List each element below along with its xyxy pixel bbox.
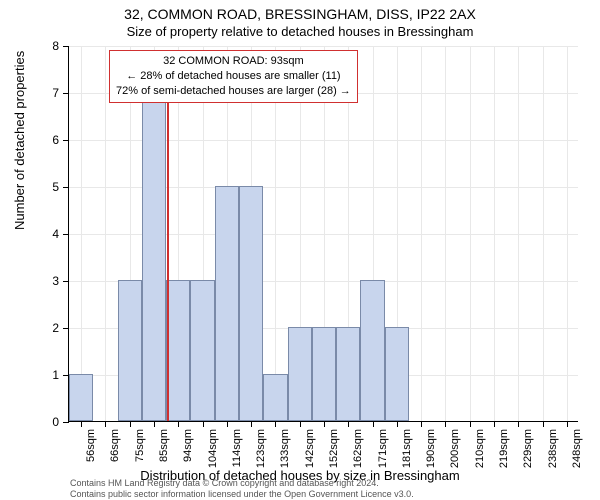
- y-tick: [63, 46, 69, 47]
- y-tick-label: 5: [52, 180, 59, 194]
- x-tick-label: 104sqm: [207, 429, 219, 468]
- footer-line-2: Contains public sector information licen…: [70, 489, 414, 500]
- x-tick: [275, 421, 276, 427]
- x-tick: [397, 421, 398, 427]
- histogram-bar: [239, 186, 263, 421]
- histogram-bar: [360, 280, 384, 421]
- x-tick: [445, 421, 446, 427]
- y-tick: [63, 328, 69, 329]
- x-tick: [518, 421, 519, 427]
- x-tick-label: 56sqm: [85, 429, 97, 462]
- y-tick-label: 3: [52, 274, 59, 288]
- y-tick-label: 0: [52, 415, 59, 429]
- x-tick: [178, 421, 179, 427]
- gridline-vertical: [518, 46, 519, 421]
- y-tick-label: 2: [52, 321, 59, 335]
- x-tick: [105, 421, 106, 427]
- x-tick: [154, 421, 155, 427]
- x-tick: [300, 421, 301, 427]
- y-tick-label: 1: [52, 368, 59, 382]
- x-tick: [251, 421, 252, 427]
- x-tick-label: 114sqm: [231, 429, 243, 467]
- gridline-vertical: [81, 46, 82, 421]
- y-tick: [63, 140, 69, 141]
- histogram-bar: [142, 92, 166, 421]
- gridline-vertical: [567, 46, 568, 421]
- y-tick: [63, 234, 69, 235]
- y-tick-label: 6: [52, 133, 59, 147]
- histogram-plot: 01234567856sqm66sqm75sqm85sqm94sqm104sqm…: [68, 46, 578, 422]
- attribution-footer: Contains HM Land Registry data © Crown c…: [70, 478, 414, 500]
- footer-line-1: Contains HM Land Registry data © Crown c…: [70, 478, 414, 489]
- x-tick-label: 181sqm: [401, 429, 413, 468]
- x-tick: [543, 421, 544, 427]
- x-tick-label: 200sqm: [449, 429, 461, 468]
- y-tick: [63, 187, 69, 188]
- histogram-bar: [385, 327, 409, 421]
- histogram-bar: [118, 280, 142, 421]
- x-tick: [470, 421, 471, 427]
- histogram-bar: [263, 374, 287, 421]
- x-tick-label: 210sqm: [474, 429, 486, 468]
- page-title-address: 32, COMMON ROAD, BRESSINGHAM, DISS, IP22…: [0, 6, 600, 22]
- x-tick-label: 152sqm: [328, 429, 340, 468]
- page-title-subtitle: Size of property relative to detached ho…: [0, 24, 600, 39]
- y-tick-label: 7: [52, 86, 59, 100]
- x-tick-label: 248sqm: [571, 429, 583, 468]
- histogram-bar: [69, 374, 93, 421]
- y-tick-label: 4: [52, 227, 59, 241]
- y-axis-title: Number of detached properties: [12, 51, 27, 230]
- x-tick-label: 142sqm: [304, 429, 316, 468]
- x-tick: [373, 421, 374, 427]
- y-tick: [63, 93, 69, 94]
- gridline-vertical: [445, 46, 446, 421]
- y-tick: [63, 422, 69, 423]
- y-tick-label: 8: [52, 39, 59, 53]
- x-tick: [567, 421, 568, 427]
- histogram-bar: [288, 327, 312, 421]
- x-tick: [130, 421, 131, 427]
- x-tick: [203, 421, 204, 427]
- x-tick-label: 229sqm: [522, 429, 534, 468]
- x-tick-label: 66sqm: [109, 429, 121, 462]
- gridline-vertical: [105, 46, 106, 421]
- histogram-bar: [336, 327, 360, 421]
- x-tick-label: 162sqm: [352, 429, 364, 468]
- x-tick: [494, 421, 495, 427]
- x-tick-label: 85sqm: [158, 429, 170, 462]
- x-tick-label: 133sqm: [279, 429, 291, 468]
- y-tick: [63, 281, 69, 282]
- highlight-marker-line: [167, 92, 169, 421]
- gridline-vertical: [421, 46, 422, 421]
- x-tick-label: 171sqm: [377, 429, 389, 468]
- histogram-bar: [215, 186, 239, 421]
- annotation-line-2: ← 28% of detached houses are smaller (11…: [116, 69, 351, 84]
- annotation-line-3: 72% of semi-detached houses are larger (…: [116, 84, 351, 99]
- histogram-bar: [166, 280, 190, 421]
- x-tick-label: 190sqm: [425, 429, 437, 468]
- x-tick: [81, 421, 82, 427]
- x-tick-label: 94sqm: [182, 429, 194, 462]
- x-tick-label: 123sqm: [255, 429, 267, 468]
- x-tick-label: 75sqm: [134, 429, 146, 462]
- annotation-line-1: 32 COMMON ROAD: 93sqm: [116, 54, 351, 69]
- x-tick: [227, 421, 228, 427]
- histogram-bar: [190, 280, 214, 421]
- histogram-bar: [312, 327, 336, 421]
- gridline-vertical: [470, 46, 471, 421]
- annotation-box: 32 COMMON ROAD: 93sqm← 28% of detached h…: [109, 50, 358, 103]
- gridline-vertical: [494, 46, 495, 421]
- x-tick-label: 219sqm: [498, 429, 510, 468]
- x-tick-label: 238sqm: [547, 429, 559, 468]
- x-tick: [348, 421, 349, 427]
- x-tick: [324, 421, 325, 427]
- gridline-vertical: [543, 46, 544, 421]
- x-tick: [421, 421, 422, 427]
